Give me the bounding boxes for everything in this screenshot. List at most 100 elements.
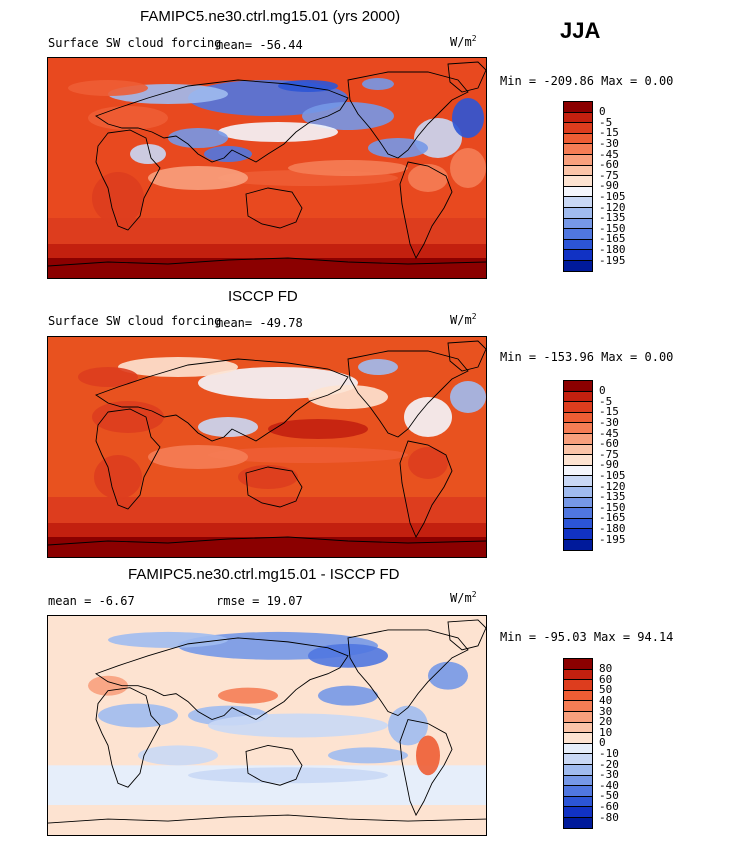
- field-patch: [208, 713, 388, 738]
- colorbar-swatch: [563, 539, 593, 551]
- panel1-units: W/m2: [450, 34, 477, 49]
- field-patch: [218, 687, 278, 704]
- coastline: [95, 129, 161, 231]
- colorbar-label: 80: [599, 662, 613, 676]
- field-patch: [138, 745, 218, 766]
- field-patch: [88, 675, 128, 696]
- panel2-variable: Surface SW cloud forcing: [48, 314, 222, 328]
- colorbar-label: 40: [599, 693, 613, 707]
- field-patch: [408, 164, 448, 192]
- colorbar-label: -30: [599, 415, 619, 429]
- colorbar-label: -20: [599, 757, 619, 771]
- panel1-variable: Surface SW cloud forcing: [48, 36, 222, 50]
- panel2-mean: mean= -49.78: [216, 316, 303, 330]
- colorbar-label: -80: [599, 810, 619, 824]
- colorbar-swatch: [563, 260, 593, 272]
- coastline: [48, 257, 486, 267]
- field-patch: [428, 661, 468, 690]
- panel3-title: FAMIPC5.ne30.ctrl.mg15.01 - ISCCP FD: [128, 566, 400, 583]
- colorbar-label: -60: [599, 799, 619, 813]
- colorbar-label: -40: [599, 778, 619, 792]
- coastline: [447, 340, 486, 372]
- colorbar-label: -10: [599, 746, 619, 760]
- coastline: [48, 814, 486, 824]
- field-patch: [148, 445, 248, 469]
- field-patch: [308, 385, 388, 409]
- field-patch: [108, 631, 228, 648]
- colorbar-label: -5: [599, 394, 613, 408]
- colorbar-label: -120: [599, 479, 626, 493]
- panel2-map: [47, 336, 487, 558]
- panel2-title: ISCCP FD: [228, 288, 298, 305]
- colorbar-label: -165: [599, 511, 626, 525]
- colorbar-label: -105: [599, 189, 626, 203]
- colorbar-label: -30: [599, 136, 619, 150]
- colorbar-label: -105: [599, 468, 626, 482]
- colorbar-label: -60: [599, 437, 619, 451]
- field-patch: [450, 148, 486, 188]
- colorbar-label: -15: [599, 405, 619, 419]
- field-patch: [148, 166, 248, 190]
- field-patch: [130, 144, 166, 164]
- colorbar-label: 20: [599, 715, 613, 729]
- colorbar-label: 0: [599, 736, 606, 750]
- field-patch: [88, 106, 168, 130]
- colorbar-label: 0: [599, 105, 606, 119]
- coastline: [347, 350, 469, 438]
- panel1-map: [47, 57, 487, 279]
- colorbar-label: -135: [599, 211, 626, 225]
- colorbar-label: -165: [599, 232, 626, 246]
- coastline: [95, 637, 349, 721]
- coastline: [399, 440, 453, 539]
- field-patch: [408, 447, 448, 479]
- map-field: [48, 616, 486, 835]
- field-patch: [218, 122, 338, 142]
- coastline: [95, 79, 349, 163]
- coastline: [245, 466, 303, 508]
- panel2-minmax: Min = -153.96 Max = 0.00: [500, 350, 674, 364]
- field-patch: [328, 747, 408, 764]
- field-patch: [68, 80, 148, 96]
- colorbar-label: -135: [599, 490, 626, 504]
- coastline: [399, 161, 453, 260]
- field-patch: [302, 102, 394, 130]
- colorbar-label: -5: [599, 115, 613, 129]
- colorbar-label: 50: [599, 683, 613, 697]
- field-patch: [168, 128, 228, 148]
- field-patch: [318, 685, 378, 706]
- panel1-mean: mean= -56.44: [216, 38, 303, 52]
- panel3-map: [47, 615, 487, 836]
- coastline: [447, 61, 486, 93]
- map-field: [48, 58, 486, 278]
- colorbar-label: -150: [599, 500, 626, 514]
- field-patch: [94, 455, 142, 499]
- colorbar-label: -195: [599, 253, 626, 267]
- season-label: JJA: [560, 18, 601, 43]
- field-patch: [288, 160, 408, 176]
- coastline: [347, 629, 469, 717]
- field-patch: [92, 401, 164, 433]
- colorbar-label: -75: [599, 447, 619, 461]
- colorbar-label: -180: [599, 521, 626, 535]
- colorbar-label: -90: [599, 179, 619, 193]
- field-patch: [358, 359, 398, 375]
- colorbar-label: 60: [599, 672, 613, 686]
- colorbar-label: -30: [599, 768, 619, 782]
- colorbar-label: -150: [599, 221, 626, 235]
- field-patch: [404, 397, 452, 437]
- colorbar-label: -75: [599, 168, 619, 182]
- colorbar-label: -120: [599, 200, 626, 214]
- colorbar-label: -180: [599, 242, 626, 256]
- coastline: [95, 408, 161, 510]
- coastline: [48, 536, 486, 546]
- field-patch: [208, 447, 408, 463]
- colorbar-label: -45: [599, 147, 619, 161]
- field-patch: [450, 381, 486, 413]
- colorbar-label: -60: [599, 158, 619, 172]
- colorbar-label: -15: [599, 126, 619, 140]
- field-patch: [98, 703, 178, 728]
- map-field: [48, 337, 486, 557]
- coastline: [447, 619, 486, 651]
- field-patch: [362, 78, 394, 90]
- field-patch: [452, 98, 484, 138]
